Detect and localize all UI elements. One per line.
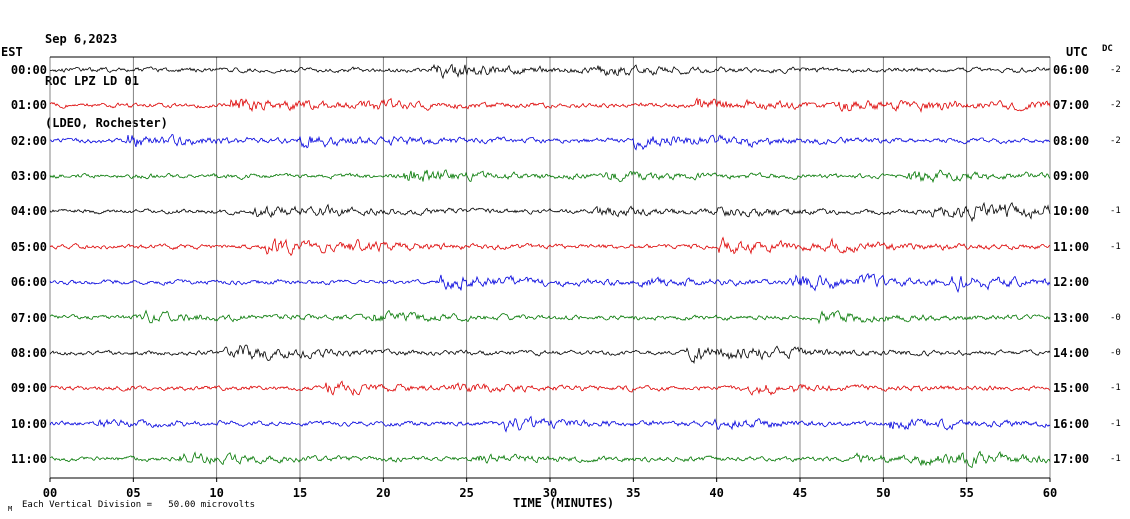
seismic-trace-1100 <box>50 450 1051 468</box>
row-dc-value: -1 <box>1110 453 1121 464</box>
row-label-est: 10:00 <box>10 416 47 431</box>
row-label-utc: 17:00 <box>1053 451 1090 466</box>
row-label-utc: 16:00 <box>1053 416 1090 431</box>
row-label-utc: 15:00 <box>1053 381 1090 396</box>
title-date: Sep 6,2023 <box>45 32 118 46</box>
row-label-est: 09:00 <box>10 381 47 396</box>
row-dc-value: -1 <box>1110 241 1121 252</box>
row-label-utc: 14:00 <box>1053 345 1090 360</box>
row-dc-value: -2 <box>1110 100 1121 111</box>
seismic-trace-0400 <box>49 201 1051 223</box>
x-tick-label: 20 <box>376 486 391 500</box>
row-label-utc: 07:00 <box>1053 98 1090 113</box>
row-dc-value: -1 <box>1110 383 1121 394</box>
x-tick-label: 00 <box>42 486 58 500</box>
x-tick-label: 10 <box>209 486 224 500</box>
seismic-trace-0200 <box>49 134 1051 151</box>
row-label-est: 08:00 <box>10 345 47 360</box>
row-label-utc: 06:00 <box>1053 63 1090 77</box>
row-label-est: 01:00 <box>10 98 47 113</box>
row-label-est: 04:00 <box>10 204 47 219</box>
seismic-trace-0800 <box>49 344 1051 365</box>
row-label-utc: 09:00 <box>1053 169 1090 184</box>
x-tick-label: 05 <box>126 486 141 500</box>
row-label-utc: 10:00 <box>1053 204 1090 219</box>
row-label-utc: 11:00 <box>1053 239 1090 254</box>
x-tick-label: 40 <box>709 486 724 500</box>
scale-note: Each Vertical Division = 50.00 microvolt… <box>22 500 255 510</box>
left-axis-label: EST <box>1 45 23 59</box>
right-axis-label: UTC <box>1066 45 1088 59</box>
x-axis-title: TIME (MINUTES) <box>513 496 615 510</box>
x-tick-label: 50 <box>876 486 891 500</box>
title-station: ROC LPZ LD 01 <box>45 74 139 88</box>
row-label-utc: 12:00 <box>1053 275 1090 290</box>
dc-column-label: DC <box>1102 44 1113 54</box>
row-dc-value: -1 <box>1110 206 1121 217</box>
scale-marker: M <box>8 505 13 513</box>
seismic-trace-0300 <box>49 169 1051 184</box>
row-label-est: 07:00 <box>10 310 47 325</box>
row-label-est: 02:00 <box>10 133 47 148</box>
seismic-trace-0100 <box>49 97 1051 114</box>
seismic-trace-0000 <box>49 63 1051 80</box>
x-tick-label: 25 <box>459 486 474 500</box>
row-label-est: 06:00 <box>10 275 47 290</box>
row-dc-value: -0 <box>1110 312 1121 323</box>
title-block: Sep 6,2023 ROC LPZ LD 01 (LDEO, Rocheste… <box>45 4 168 158</box>
x-tick-label: 35 <box>626 486 641 500</box>
row-dc-value: -2 <box>1110 65 1121 75</box>
seismic-trace-0900 <box>49 380 1051 397</box>
x-tick-label: 60 <box>1042 486 1058 500</box>
row-label-utc: 08:00 <box>1053 133 1090 148</box>
row-dc-value: -1 <box>1110 418 1121 429</box>
row-dc-value: -0 <box>1110 347 1121 358</box>
row-label-est: 11:00 <box>10 451 47 466</box>
x-tick-label: 15 <box>292 486 308 500</box>
x-tick-label: 55 <box>959 486 974 500</box>
seismic-trace-0700 <box>49 309 1051 325</box>
x-tick-label: 45 <box>792 486 808 500</box>
row-label-est: 05:00 <box>10 239 47 254</box>
seismic-trace-1000 <box>49 415 1051 433</box>
title-location: (LDEO, Rochester) <box>45 116 168 130</box>
row-dc-value: -2 <box>1110 135 1121 146</box>
row-label-est: 00:00 <box>10 63 47 77</box>
seismic-trace-0600 <box>49 272 1051 293</box>
row-label-est: 03:00 <box>10 169 47 184</box>
seismic-trace-0500 <box>49 236 1051 257</box>
x-tick-label: 30 <box>542 486 558 500</box>
row-label-utc: 13:00 <box>1053 310 1090 325</box>
